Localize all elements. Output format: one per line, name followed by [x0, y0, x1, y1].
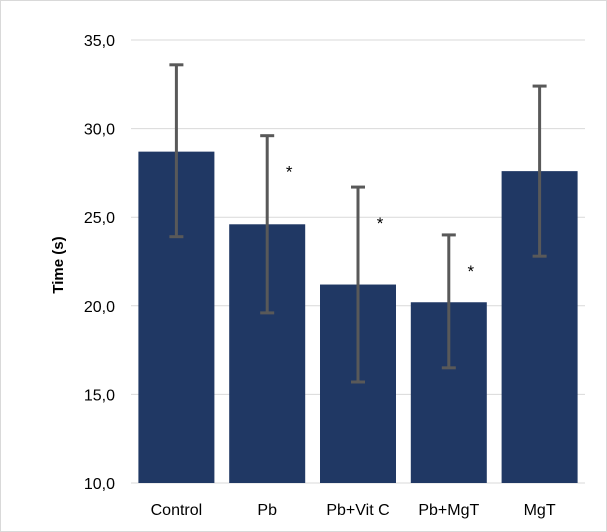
error-bars	[169, 63, 547, 384]
y-axis-label: Time (s)	[50, 236, 67, 293]
y-tick-label: 35,0	[84, 33, 115, 50]
y-tick-label: 25,0	[84, 210, 115, 227]
significance-star: *	[467, 262, 474, 281]
x-tick-label: MgT	[524, 502, 556, 519]
x-tick-label: Pb	[257, 502, 277, 519]
significance-star: *	[377, 214, 384, 233]
x-tick-label: Pb+MgT	[418, 502, 479, 519]
significance-markers: * * *	[286, 163, 475, 281]
y-tick-label: 20,0	[84, 299, 115, 316]
significance-star: *	[286, 163, 293, 182]
y-tick-label: 15,0	[84, 387, 115, 404]
x-axis-ticks: Control Pb Pb+Vit C Pb+MgT MgT	[151, 502, 556, 519]
y-tick-label: 10,0	[84, 476, 115, 493]
x-tick-label: Control	[151, 502, 203, 519]
y-tick-label: 30,0	[84, 122, 115, 139]
x-tick-label: Pb+Vit C	[326, 502, 389, 519]
y-axis-ticks: 10,0 15,0 20,0 25,0 30,0 35,0	[84, 33, 115, 493]
